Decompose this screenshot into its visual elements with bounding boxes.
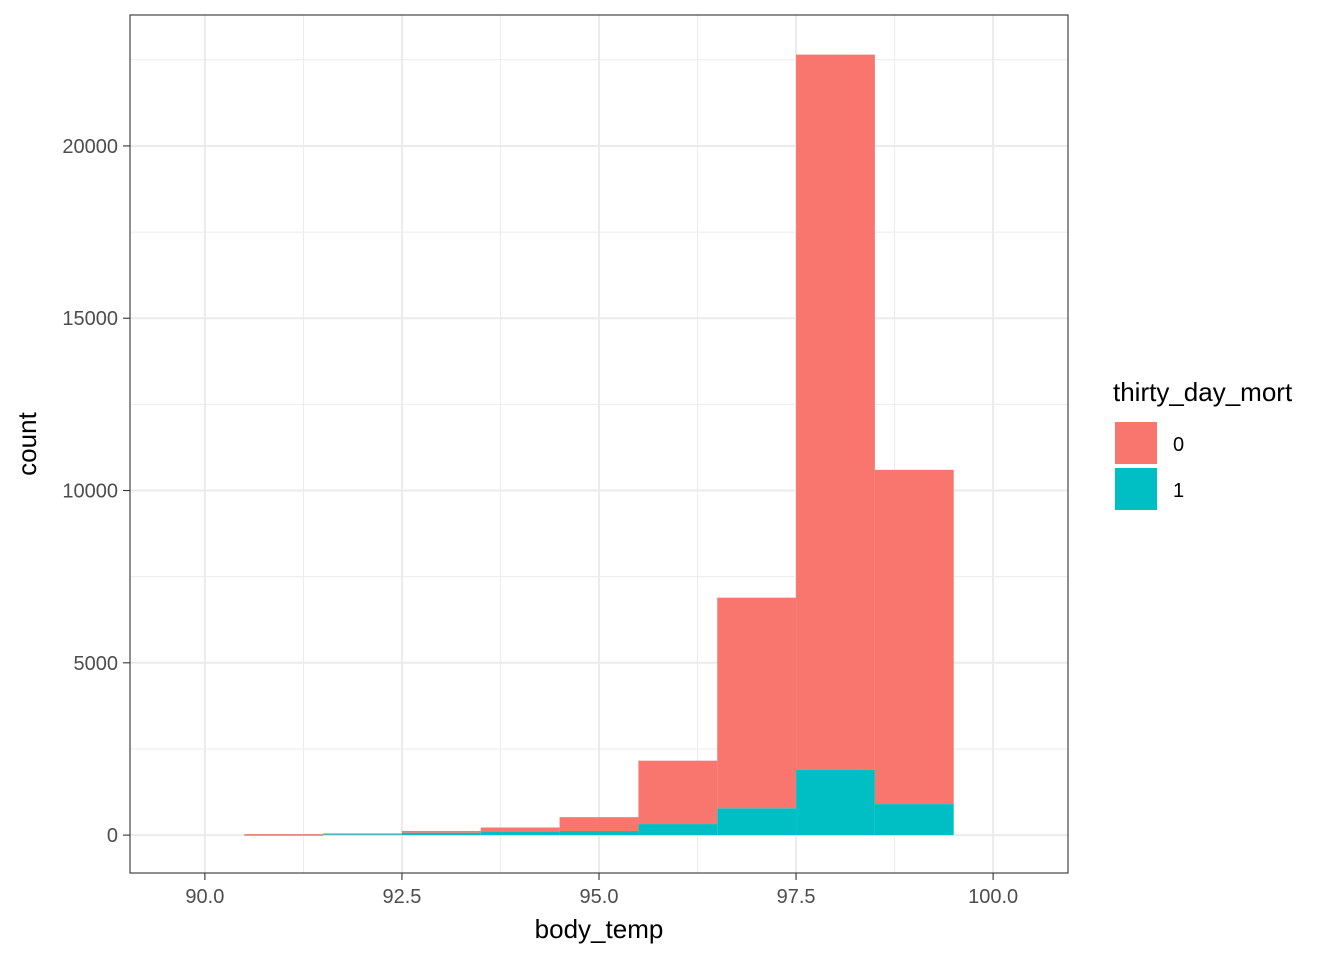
bar-1-bin-8 — [874, 804, 954, 836]
x-tick-label: 95.0 — [580, 886, 619, 908]
legend-title: thirty_day_mort — [1113, 377, 1293, 407]
bar-0-bin-8 — [874, 469, 954, 805]
y-tick-label: 0 — [107, 825, 118, 847]
bar-0-bin-0 — [244, 834, 324, 835]
x-axis: 90.0 92.5 95.0 97.5 100.0 — [185, 873, 1018, 908]
bar-1-bin-6 — [717, 808, 797, 836]
bar-1-bin-1 — [323, 834, 402, 836]
y-axis: 0 5000 10000 15000 20000 — [62, 136, 130, 847]
x-axis-title: body_temp — [535, 914, 664, 944]
legend-key-1 — [1115, 468, 1157, 510]
bar-0-bin-5 — [638, 760, 718, 825]
bar-1-bin-0 — [244, 834, 324, 836]
x-tick-label: 100.0 — [968, 886, 1018, 908]
y-tick-label: 10000 — [62, 481, 118, 503]
bar-0-bin-2 — [401, 830, 481, 833]
bar-0-bin-6 — [717, 597, 797, 809]
y-tick-label: 20000 — [62, 136, 118, 158]
bar-0-bin-1 — [323, 833, 402, 835]
bar-0-bin-3 — [480, 827, 560, 832]
bar-1-bin-3 — [480, 831, 560, 836]
bars — [244, 54, 954, 836]
x-tick-label: 92.5 — [382, 886, 421, 908]
legend-key-0 — [1115, 422, 1157, 464]
bar-1-bin-5 — [638, 824, 718, 836]
y-tick-label: 5000 — [74, 653, 119, 675]
bar-0-bin-7 — [796, 54, 875, 770]
bar-1-bin-7 — [796, 769, 875, 836]
y-tick-label: 15000 — [62, 308, 118, 330]
y-axis-title: count — [12, 411, 42, 475]
bar-1-bin-2 — [401, 832, 481, 836]
legend-label-1: 1 — [1173, 480, 1184, 502]
x-tick-label: 90.0 — [185, 886, 224, 908]
x-tick-label: 97.5 — [777, 886, 816, 908]
bar-0-bin-4 — [559, 817, 639, 831]
legend-label-0: 0 — [1173, 434, 1184, 456]
bar-1-bin-4 — [559, 830, 639, 836]
legend: thirty_day_mort 0 1 — [1113, 377, 1293, 510]
